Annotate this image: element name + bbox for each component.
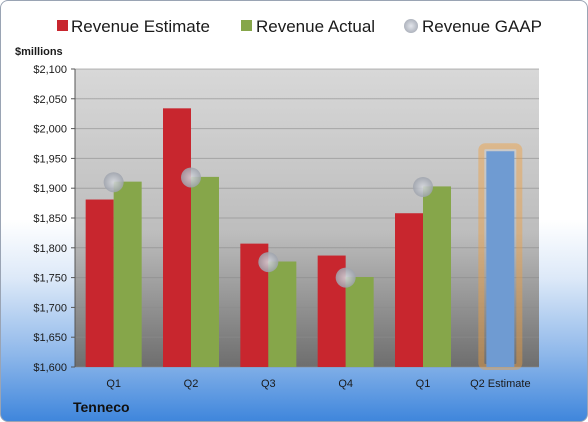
- y-axis-unit-label: $millions: [15, 46, 63, 58]
- bar-actual: [345, 277, 374, 367]
- gaap-marker: [181, 167, 201, 188]
- bar-estimate: [163, 108, 191, 367]
- bars: [85, 108, 523, 370]
- y-tick-label: $1,650: [33, 332, 67, 344]
- x-tick-label: Q1: [416, 378, 431, 390]
- gaap-marker: [258, 252, 279, 273]
- x-tick-label: Q4: [338, 378, 353, 390]
- bar-actual: [423, 186, 451, 367]
- legend-label-estimate: Revenue Estimate: [71, 17, 210, 36]
- y-tick-label: $1,900: [33, 183, 67, 195]
- legend-swatch-estimate: [57, 20, 68, 31]
- y-tick-label: $2,050: [33, 94, 67, 106]
- gaap-marker: [413, 177, 433, 198]
- y-tick-label: $1,700: [33, 302, 67, 314]
- gaap-marker: [103, 172, 124, 193]
- y-axis-ticks: $1,600 $1,650 $1,700 $1,750 $1,800 $1,850 $1,9…: [33, 64, 76, 374]
- legend: Revenue Estimate Revenue Actual Revenue …: [57, 17, 542, 36]
- y-tick-label: $2,100: [33, 64, 67, 76]
- y-tick-label: $1,600: [33, 362, 67, 374]
- gaap-marker: [335, 267, 356, 288]
- x-tick-label: Q1: [106, 378, 121, 390]
- bar-estimate: [85, 199, 114, 367]
- y-tick-label: $1,750: [33, 273, 67, 285]
- x-axis-labels: Q1 Q2 Q3 Q4 Q1 Q2 Estimate: [106, 378, 530, 390]
- x-tick-label: Q2: [184, 378, 199, 390]
- legend-marker-gaap: [404, 19, 418, 33]
- y-tick-label: $1,850: [33, 213, 67, 225]
- legend-swatch-actual: [241, 20, 252, 31]
- bar-estimate: [395, 213, 423, 367]
- company-name: Tenneco: [73, 399, 130, 415]
- y-tick-label: $2,000: [33, 124, 67, 136]
- gridlines: [75, 68, 539, 368]
- y-tick-label: $1,950: [33, 153, 67, 165]
- gaap-markers: [103, 167, 433, 288]
- legend-label-gaap: Revenue GAAP: [422, 17, 542, 36]
- bar-actual: [113, 181, 142, 367]
- bar-actual: [191, 176, 219, 367]
- x-tick-label: Q2 Estimate: [470, 378, 531, 390]
- bar-estimate-forecast: [486, 151, 515, 367]
- legend-label-actual: Revenue Actual: [256, 17, 375, 36]
- y-tick-label: $1,800: [33, 243, 67, 255]
- bar-actual: [268, 261, 297, 367]
- x-tick-label: Q3: [261, 378, 276, 390]
